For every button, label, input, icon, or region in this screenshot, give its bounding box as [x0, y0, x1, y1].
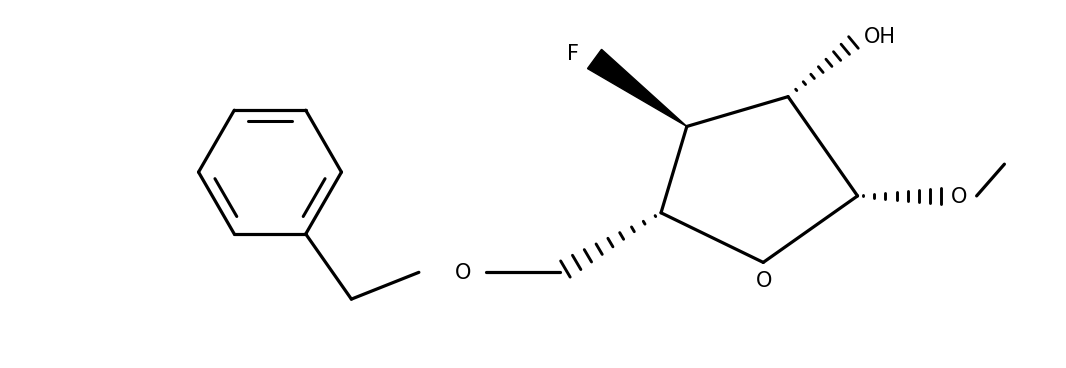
Text: O: O [756, 271, 773, 291]
Text: O: O [951, 187, 967, 207]
Text: OH: OH [863, 27, 895, 47]
Polygon shape [587, 49, 687, 127]
Text: F: F [567, 44, 579, 64]
Text: O: O [455, 263, 472, 283]
